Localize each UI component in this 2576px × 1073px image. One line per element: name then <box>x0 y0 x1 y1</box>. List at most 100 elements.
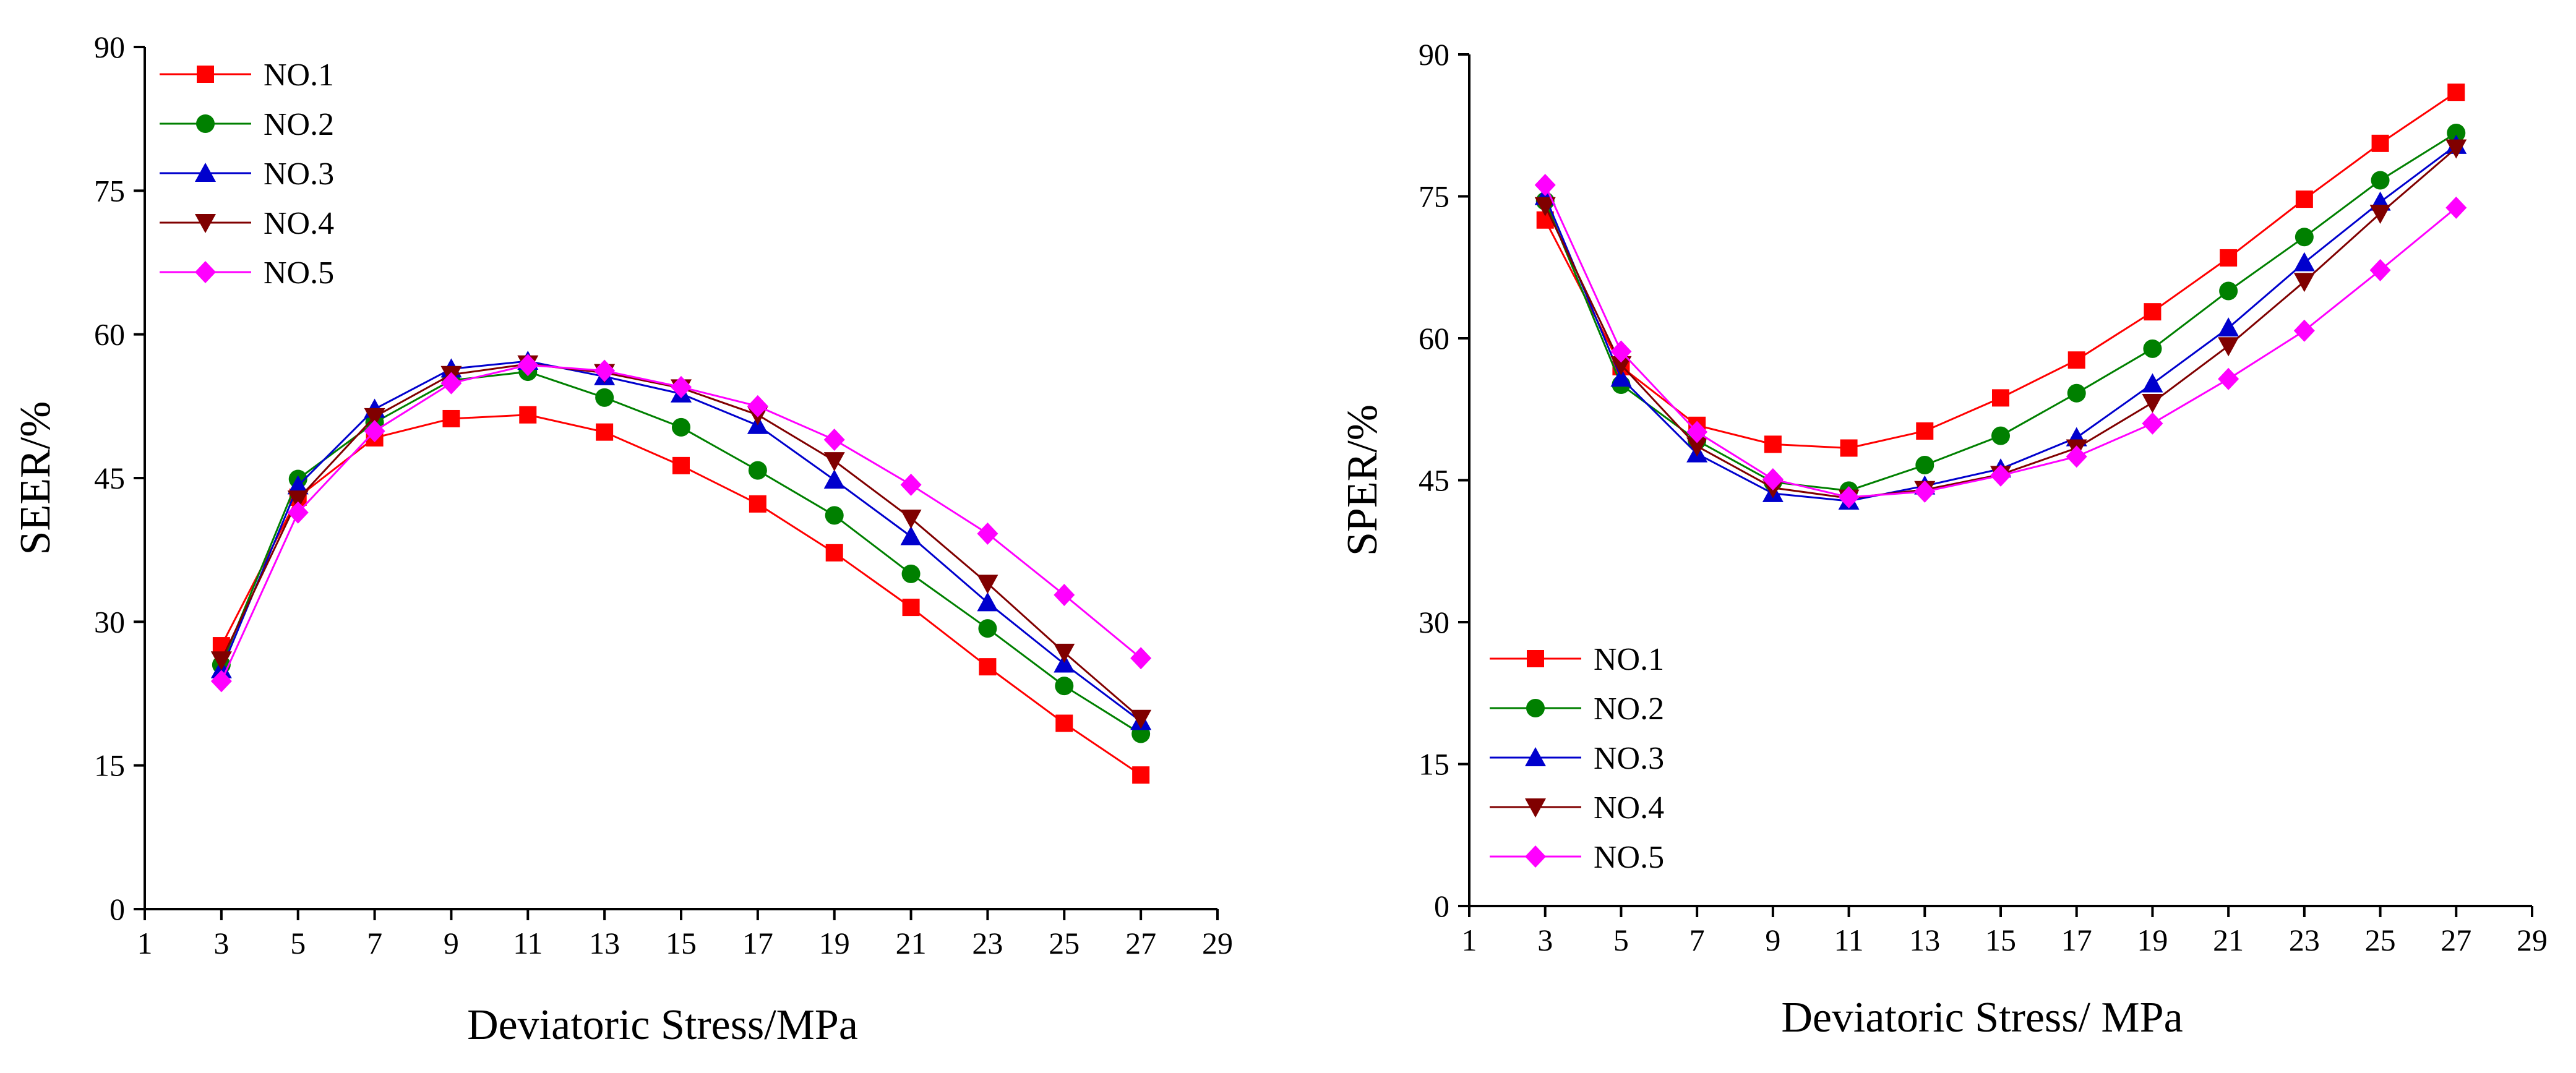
y-tick-label: 15 <box>94 748 125 783</box>
x-tick-label: 7 <box>1689 923 1705 957</box>
data-point <box>595 388 614 407</box>
legend-label: NO.5 <box>264 255 334 291</box>
series-line-no4 <box>220 363 1142 719</box>
data-point <box>2144 303 2162 321</box>
data-point <box>1686 437 1708 457</box>
x-tick-label: 23 <box>2289 923 2320 957</box>
data-point <box>287 475 309 495</box>
data-point <box>210 670 232 693</box>
x-tick-label: 19 <box>2137 923 2168 957</box>
data-point <box>364 420 385 443</box>
x-tick-label: 5 <box>1613 923 1629 957</box>
y-tick-label: 45 <box>1419 463 1449 498</box>
data-point <box>517 354 539 377</box>
data-point <box>1991 426 2010 445</box>
data-point <box>1054 653 1075 673</box>
legend-label: NO.1 <box>264 58 334 93</box>
data-point <box>2293 252 2315 271</box>
data-point <box>672 417 690 437</box>
data-point <box>1686 421 1708 443</box>
y-axis-title: SPER/% <box>1339 404 1386 556</box>
y-tick-label: 60 <box>94 317 125 352</box>
data-point <box>671 375 692 398</box>
data-point <box>2447 123 2466 142</box>
data-point <box>364 408 385 427</box>
data-point <box>823 469 845 489</box>
x-tick-label: 27 <box>2441 923 2471 957</box>
data-point <box>1610 367 1632 387</box>
data-point <box>978 619 997 638</box>
x-tick-label: 7 <box>367 926 382 960</box>
data-point <box>749 495 766 513</box>
data-point <box>823 429 845 451</box>
legend-marker <box>195 261 216 283</box>
data-point <box>1534 197 1556 216</box>
x-axis-title: Deviatoric Stress/ MPa <box>1781 994 2183 1041</box>
data-point <box>901 564 921 583</box>
data-point <box>748 461 767 480</box>
y-tick-label: 75 <box>94 173 125 208</box>
legend-marker <box>1525 798 1546 818</box>
legend-label: NO.1 <box>1594 642 1664 677</box>
data-point <box>900 473 922 496</box>
series-line-no3 <box>1544 144 2457 502</box>
data-point <box>1916 422 1934 440</box>
x-tick-label: 3 <box>213 926 229 960</box>
legend-label: NO.3 <box>1594 741 1664 776</box>
data-point <box>2218 367 2239 390</box>
x-tick-label: 29 <box>2517 923 2548 957</box>
data-point <box>900 510 922 529</box>
x-tick-label: 25 <box>1049 926 1080 960</box>
x-tick-label: 11 <box>1834 923 1863 957</box>
data-point <box>825 506 844 525</box>
data-point <box>2142 394 2163 414</box>
x-tick-label: 9 <box>444 926 459 960</box>
legend-label: NO.3 <box>264 156 334 192</box>
x-tick-label: 19 <box>819 926 850 960</box>
data-point <box>2369 205 2391 224</box>
data-point <box>594 359 616 382</box>
data-point <box>672 456 690 474</box>
y-tick-label: 15 <box>1419 747 1449 782</box>
data-point <box>2445 139 2467 159</box>
legend-label: NO.4 <box>264 206 334 241</box>
data-point <box>519 406 537 424</box>
data-point <box>2295 228 2314 247</box>
data-point <box>287 501 309 524</box>
data-point <box>979 658 997 676</box>
x-tick-label: 25 <box>2365 923 2396 957</box>
data-point <box>2293 319 2315 342</box>
x-tick-label: 23 <box>972 926 1003 960</box>
data-point <box>1764 435 1782 453</box>
y-tick-label: 30 <box>94 604 125 639</box>
series-line-no4 <box>1544 147 2457 500</box>
y-tick-label: 0 <box>109 892 125 926</box>
y-tick-label: 0 <box>1434 889 1449 923</box>
data-point <box>1130 709 1152 729</box>
legend-marker <box>1526 699 1545 717</box>
data-point <box>1054 643 1075 663</box>
data-point <box>2219 281 2238 301</box>
series-line-no3 <box>220 360 1142 722</box>
data-point <box>2371 134 2389 152</box>
legend-marker <box>197 66 214 83</box>
legend-marker <box>195 163 216 182</box>
data-point <box>1992 389 2009 407</box>
x-tick-label: 9 <box>1765 923 1780 957</box>
data-point <box>1915 456 1934 475</box>
data-point <box>1610 356 1632 375</box>
data-point <box>747 395 768 417</box>
data-point <box>902 599 920 617</box>
legend-marker <box>196 114 215 133</box>
data-point <box>2369 259 2391 281</box>
data-point <box>1990 464 2011 487</box>
legend-marker <box>195 214 216 233</box>
data-point <box>210 651 232 671</box>
data-point <box>440 372 462 395</box>
x-tick-label: 17 <box>2061 923 2092 957</box>
data-point <box>2447 83 2465 101</box>
data-point <box>977 592 998 612</box>
legend-marker <box>1527 650 1544 667</box>
